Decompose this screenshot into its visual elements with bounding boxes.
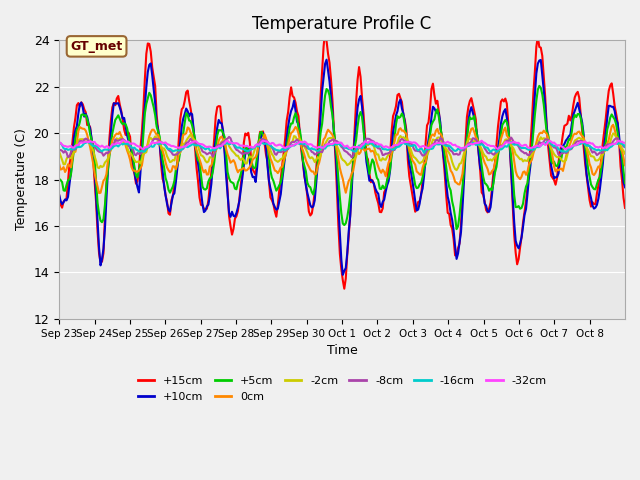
- -8cm: [620, 144, 627, 149]
- -32cm: [545, 139, 552, 145]
- -8cm: [349, 153, 357, 159]
- +15cm: [74, 100, 82, 106]
- +15cm: [349, 156, 357, 162]
- +10cm: [546, 147, 554, 153]
- +10cm: [92, 192, 100, 198]
- Line: +5cm: +5cm: [59, 86, 625, 229]
- Text: GT_met: GT_met: [70, 40, 123, 53]
- -16cm: [74, 144, 82, 150]
- 0cm: [92, 178, 100, 184]
- +5cm: [92, 178, 100, 184]
- -8cm: [74, 143, 82, 148]
- 0cm: [460, 156, 468, 162]
- -32cm: [621, 140, 629, 145]
- -2cm: [452, 167, 460, 173]
- Line: -32cm: -32cm: [59, 140, 625, 149]
- Legend: +15cm, +10cm, +5cm, 0cm, -2cm, -8cm, -16cm, -32cm: +15cm, +10cm, +5cm, 0cm, -2cm, -8cm, -16…: [133, 372, 551, 407]
- Y-axis label: Temperature (C): Temperature (C): [15, 129, 28, 230]
- +5cm: [620, 168, 627, 174]
- 0cm: [609, 122, 617, 128]
- +5cm: [346, 192, 354, 198]
- -16cm: [92, 143, 100, 149]
- -32cm: [119, 137, 127, 143]
- +15cm: [92, 199, 100, 205]
- +5cm: [536, 83, 543, 89]
- +15cm: [461, 140, 469, 145]
- +5cm: [452, 226, 460, 232]
- -16cm: [546, 140, 554, 146]
- -2cm: [545, 136, 552, 142]
- -2cm: [55, 149, 63, 155]
- +15cm: [546, 159, 554, 165]
- -2cm: [92, 158, 100, 164]
- -32cm: [348, 145, 355, 151]
- -16cm: [420, 150, 428, 156]
- +15cm: [620, 195, 627, 201]
- +15cm: [321, 28, 329, 34]
- +5cm: [546, 141, 554, 147]
- Line: +10cm: +10cm: [59, 60, 625, 275]
- -16cm: [460, 145, 468, 151]
- -16cm: [55, 140, 63, 146]
- +10cm: [55, 192, 63, 198]
- -16cm: [621, 144, 629, 150]
- 0cm: [55, 161, 63, 167]
- +15cm: [55, 192, 63, 198]
- +5cm: [55, 176, 63, 181]
- +10cm: [461, 152, 469, 157]
- +5cm: [460, 167, 468, 173]
- Title: Temperature Profile C: Temperature Profile C: [252, 15, 432, 33]
- -8cm: [55, 148, 63, 154]
- -16cm: [346, 146, 354, 152]
- Line: -8cm: -8cm: [59, 137, 625, 157]
- -32cm: [92, 142, 100, 147]
- +15cm: [340, 286, 348, 291]
- 0cm: [348, 170, 355, 176]
- -32cm: [460, 145, 468, 151]
- 0cm: [95, 190, 103, 196]
- -2cm: [74, 138, 82, 144]
- -32cm: [55, 139, 63, 145]
- -2cm: [609, 131, 617, 136]
- -8cm: [348, 155, 355, 160]
- Line: -16cm: -16cm: [59, 142, 625, 153]
- -2cm: [620, 148, 627, 154]
- -32cm: [562, 146, 570, 152]
- -16cm: [620, 142, 627, 147]
- -8cm: [92, 146, 100, 152]
- +5cm: [621, 180, 629, 186]
- -2cm: [346, 160, 354, 166]
- +10cm: [339, 272, 347, 278]
- X-axis label: Time: Time: [326, 344, 358, 357]
- 0cm: [620, 155, 627, 161]
- -2cm: [460, 150, 468, 156]
- -2cm: [621, 151, 629, 156]
- +15cm: [621, 205, 629, 211]
- Line: 0cm: 0cm: [59, 125, 625, 193]
- 0cm: [621, 162, 629, 168]
- -32cm: [74, 142, 82, 148]
- Line: -2cm: -2cm: [59, 133, 625, 170]
- -8cm: [621, 144, 629, 150]
- +10cm: [349, 160, 357, 166]
- -16cm: [545, 139, 552, 144]
- +10cm: [74, 110, 82, 116]
- +10cm: [621, 184, 629, 190]
- 0cm: [545, 135, 552, 141]
- 0cm: [74, 128, 82, 134]
- -8cm: [461, 145, 469, 151]
- -8cm: [546, 139, 554, 145]
- -8cm: [225, 134, 233, 140]
- -32cm: [620, 140, 627, 146]
- +5cm: [74, 125, 82, 131]
- +10cm: [323, 57, 330, 62]
- +10cm: [620, 179, 627, 185]
- Line: +15cm: +15cm: [59, 31, 625, 288]
